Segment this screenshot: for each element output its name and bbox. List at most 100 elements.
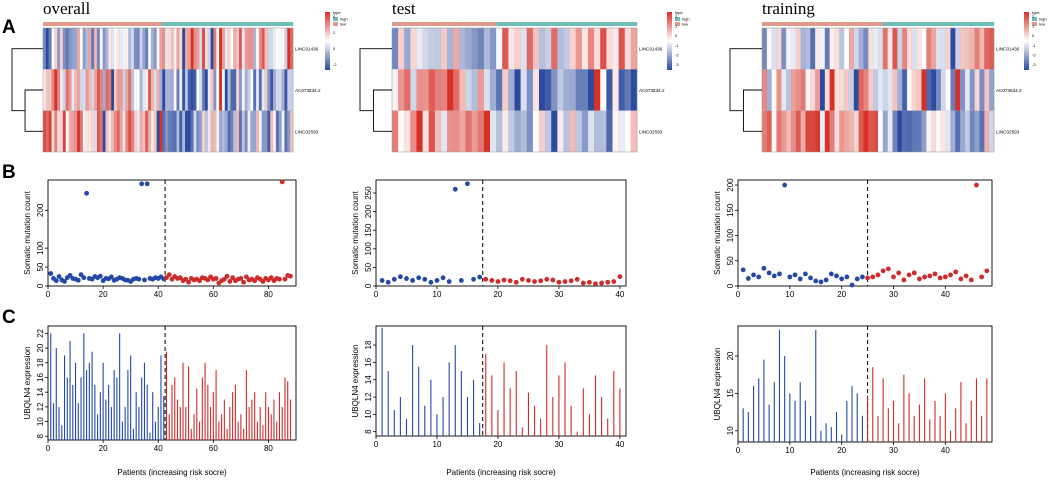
heatmap-cell xyxy=(810,27,816,70)
heatmap-cell xyxy=(795,27,801,70)
heatmap-type-cell xyxy=(824,22,830,26)
heatmap-cell xyxy=(781,69,787,111)
heatmap-cell xyxy=(244,27,248,70)
heatmap-cell xyxy=(800,110,806,153)
heatmap-cell xyxy=(911,27,917,70)
heatmap-type-cell xyxy=(202,22,206,26)
heatmap-cell xyxy=(45,110,49,153)
heatmap-type-cell xyxy=(57,22,61,26)
scatter-point xyxy=(526,278,531,283)
heatmap-cell xyxy=(926,27,932,70)
heatmap-cell xyxy=(116,69,121,111)
heatmap-cell xyxy=(142,110,146,153)
heatmap-cell xyxy=(606,69,613,111)
x-tick-label: 20 xyxy=(99,444,108,453)
heatmap-cell xyxy=(483,69,491,111)
heatmap-type-cell xyxy=(532,22,540,26)
y-axis-label: Somatic mutation count xyxy=(351,190,360,274)
x-tick-label: 30 xyxy=(889,290,898,299)
legend-high-label: high xyxy=(1039,17,1047,22)
scale-tick-label: -2 xyxy=(675,52,679,57)
heatmap-cell xyxy=(258,69,263,111)
heatmap-cell xyxy=(502,27,509,70)
x-tick-label: 20 xyxy=(493,440,502,449)
x-tick-label: 60 xyxy=(209,290,218,299)
heatmap-cell xyxy=(193,69,197,111)
heatmap-cell xyxy=(275,110,280,153)
heatmap-cell xyxy=(94,27,98,70)
heatmap-cell xyxy=(989,69,995,111)
heatmap-type-cell xyxy=(173,22,177,26)
heatmap-cell xyxy=(150,110,155,153)
heatmap-cell xyxy=(261,27,265,70)
plot-frame xyxy=(375,325,627,437)
scatter-point xyxy=(870,274,876,280)
scatter-point xyxy=(942,274,948,280)
scatter-point xyxy=(471,276,476,282)
scatter-point xyxy=(605,279,611,285)
heatmap-type-cell xyxy=(520,22,527,26)
heatmap-type-cell xyxy=(422,22,429,26)
heatmap-cell xyxy=(122,27,126,70)
heatmap-cell xyxy=(82,69,86,111)
heatmap-cell xyxy=(230,27,234,70)
x-tick-label: 80 xyxy=(264,444,273,453)
heatmap-cell xyxy=(130,69,135,111)
heatmap-cell xyxy=(150,27,155,70)
heatmap-type-cell xyxy=(496,22,503,26)
heatmap-cell xyxy=(422,110,430,153)
legend-color-scale xyxy=(667,12,672,70)
x-tick-label: 20 xyxy=(493,290,502,299)
scatter-point xyxy=(751,272,756,278)
heatmap-cell xyxy=(122,110,126,153)
heatmap-cell xyxy=(273,110,277,153)
scatter-point xyxy=(144,181,150,187)
heatmap-cell xyxy=(199,27,203,70)
x-tick-label: 40 xyxy=(941,290,950,299)
y-tick-label: 16 xyxy=(364,357,373,366)
heatmap-cell xyxy=(575,110,583,153)
heatmap-cell xyxy=(122,69,126,111)
heatmap-type-cell xyxy=(162,22,166,26)
heatmap-type-cell xyxy=(950,22,956,26)
heatmap-cell xyxy=(569,69,577,111)
scatter-point xyxy=(183,276,189,282)
heatmap-cell xyxy=(213,69,217,111)
heatmap-cell xyxy=(979,27,985,70)
heatmap-type-cell xyxy=(71,22,75,26)
y-tick-label: 12 xyxy=(364,392,373,401)
x-tick-label: 0 xyxy=(46,290,51,299)
heatmap-cell xyxy=(139,69,143,111)
heatmap-type-cell xyxy=(624,22,632,26)
heatmap-cell xyxy=(790,110,797,153)
heatmap-cell xyxy=(471,27,479,70)
scatter-point xyxy=(268,275,274,281)
heatmap-cell xyxy=(921,110,927,153)
heatmap-cell xyxy=(201,27,206,70)
heatmap-cell xyxy=(391,110,399,153)
scatter-point xyxy=(797,276,803,282)
heatmap-cell xyxy=(416,69,423,111)
heatmap-cell xyxy=(179,69,183,111)
heatmap-cell xyxy=(786,27,792,70)
heatmap-cell xyxy=(207,69,211,111)
heatmap-cell xyxy=(526,110,534,153)
heatmap-cell xyxy=(440,27,448,70)
heatmap-type-cell xyxy=(247,22,251,26)
scale-tick-label: 0 xyxy=(1032,33,1035,38)
heatmap-cell xyxy=(125,110,129,153)
heatmap-cell xyxy=(969,110,975,153)
heatmap-cell xyxy=(984,110,990,153)
heatmap-cell xyxy=(136,110,140,153)
heatmap-cell xyxy=(187,27,192,70)
heatmap-cell xyxy=(261,69,265,111)
scatter-point xyxy=(62,279,67,284)
heatmap-row-label: AC073534.2 xyxy=(996,88,1022,93)
legend-high-label: high xyxy=(340,17,348,22)
heatmap-cell xyxy=(824,27,830,70)
heatmap-cell xyxy=(48,27,52,70)
heatmap-type-cell xyxy=(989,22,995,26)
heatmap-type-cell xyxy=(210,22,214,26)
heatmap-cell xyxy=(230,69,234,111)
heatmap-type-cell xyxy=(250,22,254,26)
